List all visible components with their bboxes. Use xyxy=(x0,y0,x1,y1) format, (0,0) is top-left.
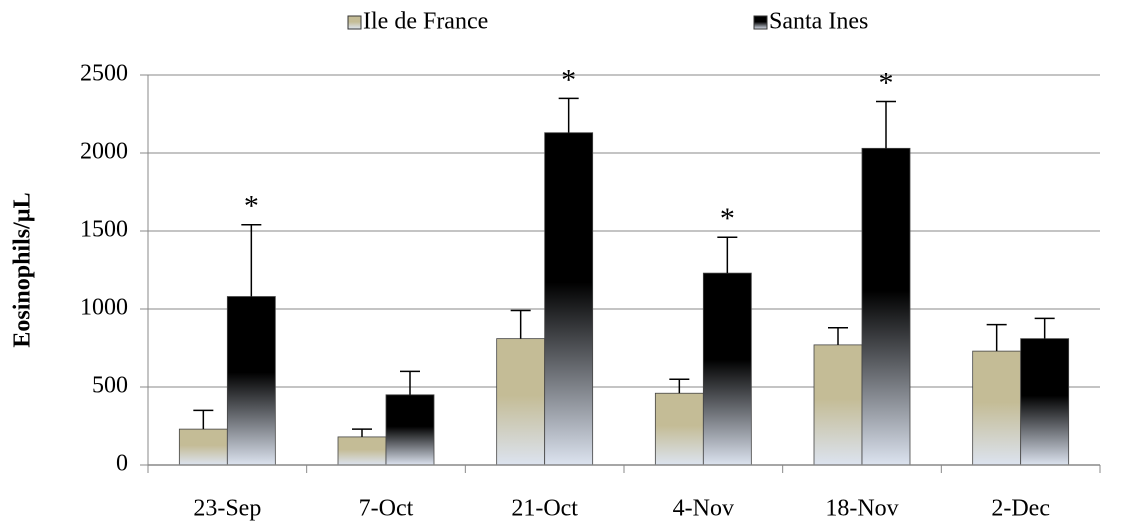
y-tick-label: 1000 xyxy=(80,295,128,321)
bar xyxy=(337,436,387,466)
error-bar xyxy=(352,428,372,437)
significance-mark: * xyxy=(720,202,735,235)
error-bar xyxy=(1034,317,1055,339)
y-tick-label: 1500 xyxy=(80,217,128,243)
legend-label: Ile de France xyxy=(363,9,488,35)
y-tick-label: 2500 xyxy=(80,61,128,87)
x-tick-label: 21-Oct xyxy=(511,496,578,522)
y-tick-label: 0 xyxy=(116,451,128,477)
significance-mark: * xyxy=(244,190,259,223)
y-tick-label: 2000 xyxy=(80,139,128,165)
error-bar xyxy=(400,370,420,395)
bar xyxy=(654,392,704,466)
bar xyxy=(226,296,276,466)
legend-label: Santa Ines xyxy=(769,9,868,35)
x-tick-label: 18-Nov xyxy=(825,496,898,522)
error-bar xyxy=(986,323,1007,352)
legend-marker xyxy=(753,15,768,30)
bar xyxy=(178,428,228,466)
error-bar xyxy=(558,97,579,133)
y-axis-label: Eosinophils/µL xyxy=(10,192,36,347)
error-bar xyxy=(193,409,214,430)
bar xyxy=(813,344,863,466)
y-tick-label: 500 xyxy=(92,373,128,399)
error-bar xyxy=(669,378,690,394)
x-tick-label: 2-Dec xyxy=(991,496,1050,522)
error-bar xyxy=(717,236,738,274)
bar xyxy=(861,147,911,466)
error-bar xyxy=(510,309,531,339)
bar xyxy=(385,394,435,466)
error-bar xyxy=(828,326,848,345)
x-tick-label: 4-Nov xyxy=(673,496,734,522)
legend-marker xyxy=(347,15,362,30)
x-tick-label: 7-Oct xyxy=(359,496,414,522)
bar xyxy=(1020,338,1070,466)
bar xyxy=(496,338,546,466)
significance-mark: * xyxy=(879,66,894,99)
bar xyxy=(544,132,594,466)
significance-mark: * xyxy=(561,63,576,96)
bar xyxy=(702,272,752,466)
error-bar xyxy=(241,224,262,297)
error-bar xyxy=(876,100,896,149)
bar xyxy=(972,350,1022,466)
x-tick-label: 23-Sep xyxy=(193,496,261,522)
